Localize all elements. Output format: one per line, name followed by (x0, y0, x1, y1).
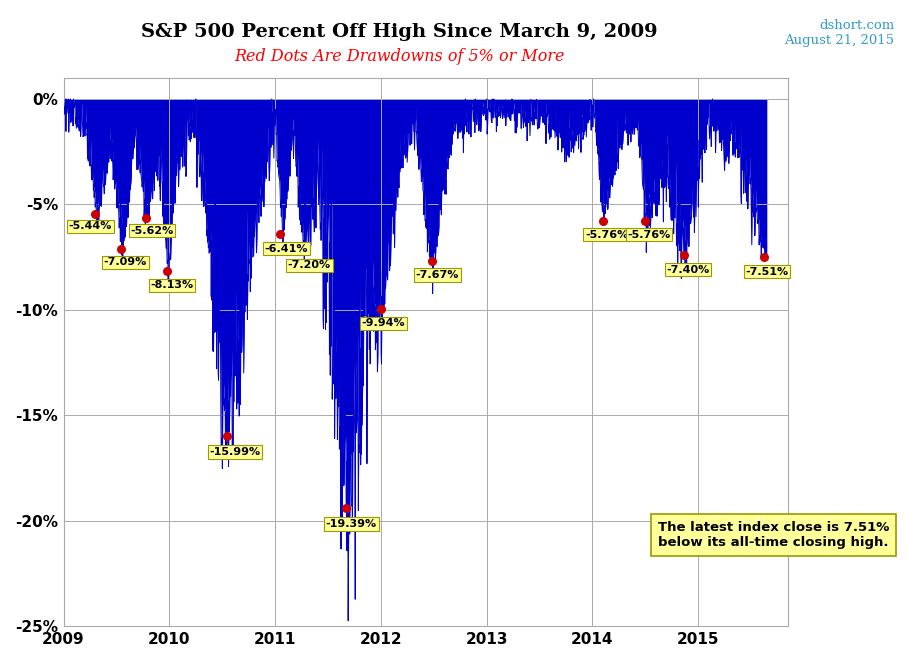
Text: August 21, 2015: August 21, 2015 (785, 34, 894, 48)
Text: -7.67%: -7.67% (416, 270, 459, 280)
Text: -5.76%: -5.76% (585, 230, 628, 240)
Text: S&P 500 Percent Off High Since March 9, 2009: S&P 500 Percent Off High Since March 9, … (142, 23, 657, 41)
Text: Red Dots Are Drawdowns of 5% or More: Red Dots Are Drawdowns of 5% or More (234, 48, 565, 65)
Text: -6.41%: -6.41% (264, 244, 308, 254)
Text: -19.39%: -19.39% (326, 519, 377, 529)
Text: -15.99%: -15.99% (210, 447, 261, 457)
Text: -9.94%: -9.94% (361, 318, 405, 328)
Text: dshort.com: dshort.com (819, 19, 894, 32)
Text: -5.76%: -5.76% (627, 230, 670, 240)
Text: -7.09%: -7.09% (104, 258, 147, 267)
Text: -7.51%: -7.51% (745, 267, 789, 277)
Text: The latest index close is 7.51%
below its all-time closing high.: The latest index close is 7.51% below it… (658, 521, 889, 549)
Text: -7.20%: -7.20% (288, 260, 331, 270)
Text: -7.40%: -7.40% (666, 265, 710, 275)
Text: -5.44%: -5.44% (69, 221, 113, 231)
Text: -5.62%: -5.62% (130, 226, 173, 236)
Text: -8.13%: -8.13% (151, 281, 193, 291)
